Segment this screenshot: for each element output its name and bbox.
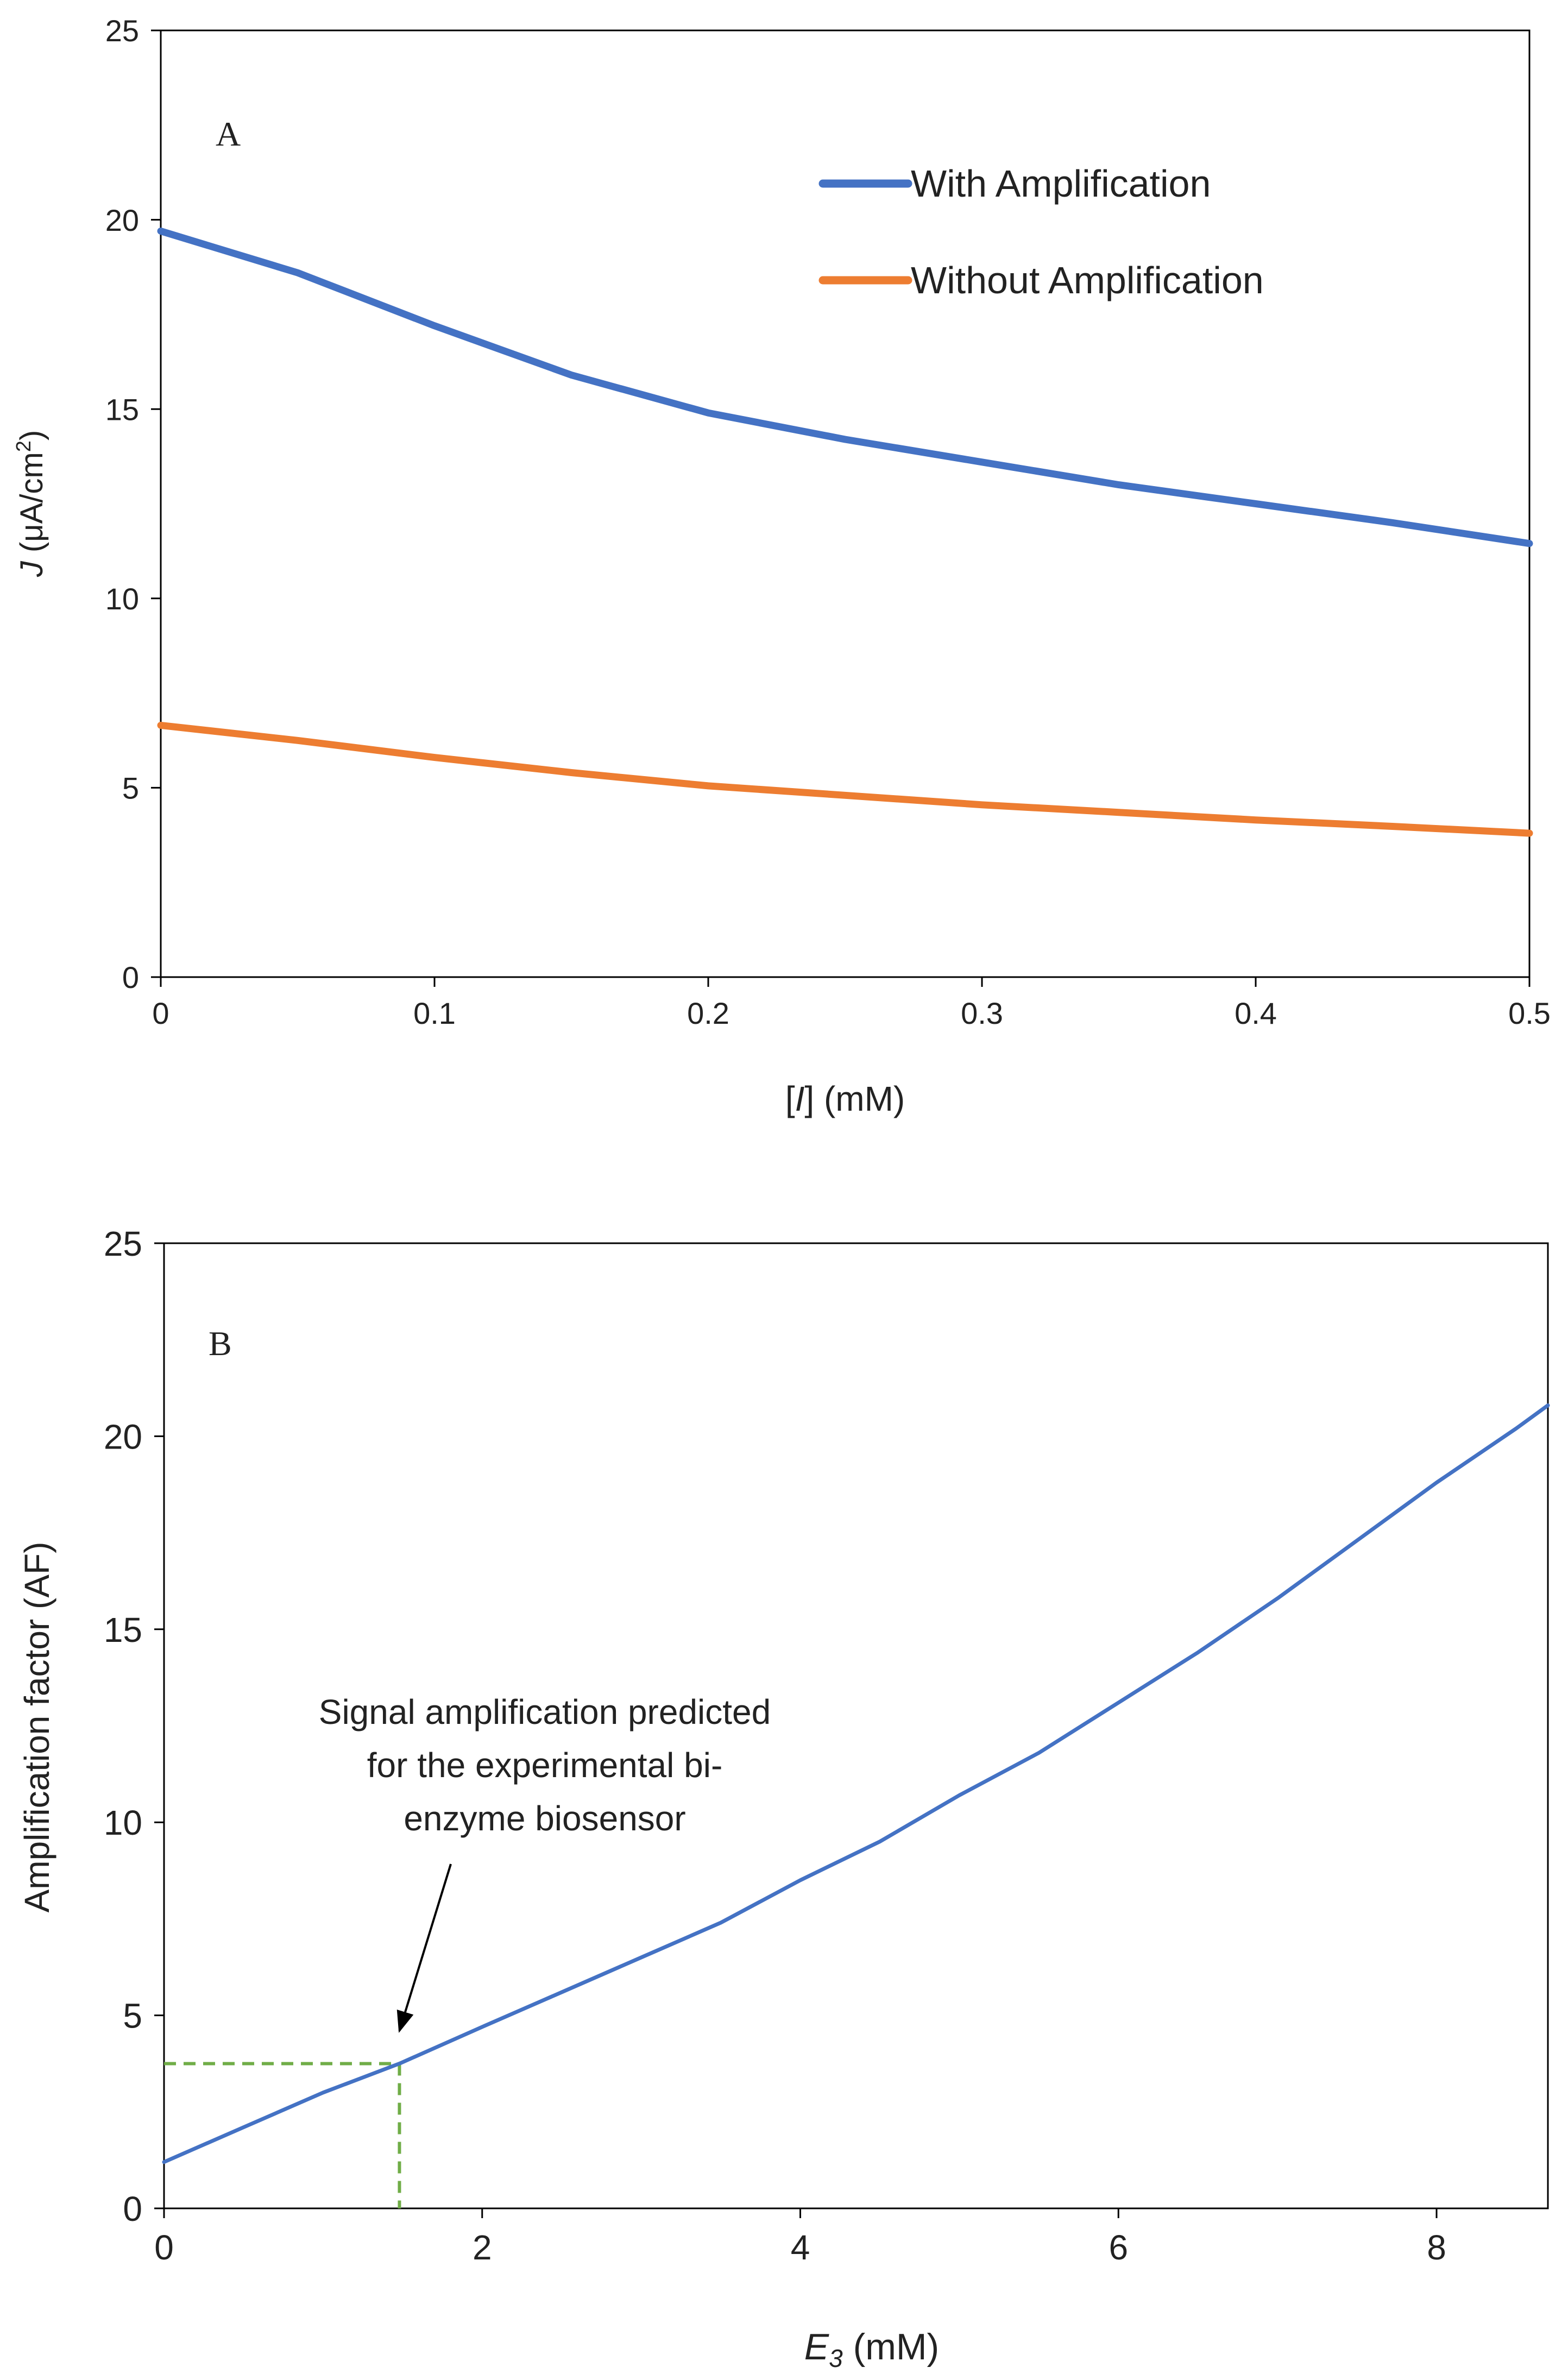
x-tick-label-b: 2 xyxy=(473,2228,492,2267)
y-axis-label-a-rest: (μA/cm xyxy=(14,452,49,561)
x-tick-label-a: 0.4 xyxy=(1235,996,1277,1030)
y-tick-label-a: 5 xyxy=(122,771,139,805)
annotation-line-1: Signal amplification predicted xyxy=(319,1692,771,1732)
x-tick-label-b: 4 xyxy=(791,2228,810,2267)
legend-label-with-amplification: With Amplification xyxy=(911,162,1211,205)
annotation-b: Signal amplification predicted for the e… xyxy=(319,1692,771,2033)
y-tick-label-b: 15 xyxy=(104,1610,142,1649)
legend-a: With Amplification Without Amplification xyxy=(818,162,1264,301)
y-axis-label-a-sup: 2 xyxy=(12,440,35,452)
series-line-with-amplification xyxy=(157,228,1533,547)
x-axis-label-b-sub: 3 xyxy=(829,2344,843,2372)
y-tick-label-a: 15 xyxy=(105,392,139,426)
y-tick-label-a: 0 xyxy=(122,960,139,994)
y-tick-label-b: 25 xyxy=(104,1224,142,1263)
annotation-arrow xyxy=(396,1863,452,2033)
x-axis-label-b: E3 (mM) xyxy=(804,2326,939,2372)
y-tick-label-b: 20 xyxy=(104,1417,142,1456)
panel-a: 0 0.1 0.2 0.3 0.4 0.5 0 5 10 15 20 25 A With Amplif… xyxy=(12,14,1551,1118)
plot-area-a xyxy=(160,29,1531,978)
x-tick-label-a: 0.5 xyxy=(1508,996,1551,1030)
a-ticks: 0 0.1 0.2 0.3 0.4 0.5 0 5 10 15 20 25 xyxy=(105,14,1551,1030)
y-axis-label-a: J (μA/cm2) xyxy=(12,430,49,577)
x-tick-label-b: 6 xyxy=(1109,2228,1128,2267)
y-axis-label-a-close: ) xyxy=(14,430,49,440)
b-series xyxy=(162,1403,1550,2164)
y-tick-label-b: 5 xyxy=(123,1997,142,2036)
y-tick-label-b: 0 xyxy=(123,2189,142,2228)
x-axis-label-a-open: [ xyxy=(785,1079,795,1118)
x-axis-label-b-italic: E xyxy=(804,2326,829,2368)
a-series xyxy=(157,228,1533,837)
b-ticks: 0 2 4 6 8 0 5 10 15 20 25 xyxy=(104,1224,1446,2267)
annotation-line-2: for the experimental bi- xyxy=(367,1746,723,1785)
panel-a-letter: A xyxy=(216,115,241,153)
b-reference-lines xyxy=(164,2062,401,2208)
x-tick-label-a: 0.1 xyxy=(413,996,456,1030)
x-axis-label-b-rest: (mM) xyxy=(843,2326,939,2368)
y-axis-label-b: Amplification factor (AF) xyxy=(17,1542,56,1913)
series-line-without-amplification xyxy=(157,721,1533,837)
y-tick-label-a: 10 xyxy=(105,582,139,616)
annotation-line-3: enzyme biosensor xyxy=(404,1799,685,1838)
x-tick-label-a: 0.2 xyxy=(687,996,729,1030)
y-tick-label-a: 25 xyxy=(105,14,139,48)
x-axis-label-a-italic: I xyxy=(795,1079,805,1118)
y-axis-label-a-italic: J xyxy=(14,561,49,577)
panel-b: 0 2 4 6 8 0 5 10 15 20 25 B Signal amplification p… xyxy=(17,1224,1550,2372)
y-tick-label-b: 10 xyxy=(104,1803,142,1842)
x-tick-label-a: 0 xyxy=(152,996,169,1030)
plot-area-b xyxy=(163,1242,1549,2209)
panel-b-letter: B xyxy=(209,1324,232,1363)
y-tick-label-a: 20 xyxy=(105,203,139,237)
x-tick-label-b: 8 xyxy=(1427,2228,1446,2267)
x-tick-label-b: 0 xyxy=(154,2228,174,2267)
x-axis-label-a-close: ] (mM) xyxy=(804,1079,905,1118)
legend-label-without-amplification: Without Amplification xyxy=(911,259,1264,301)
series-line-amplification-factor xyxy=(162,1403,1550,2164)
x-axis-label-a: [I] (mM) xyxy=(785,1079,905,1118)
x-tick-label-a: 0.3 xyxy=(961,996,1003,1030)
